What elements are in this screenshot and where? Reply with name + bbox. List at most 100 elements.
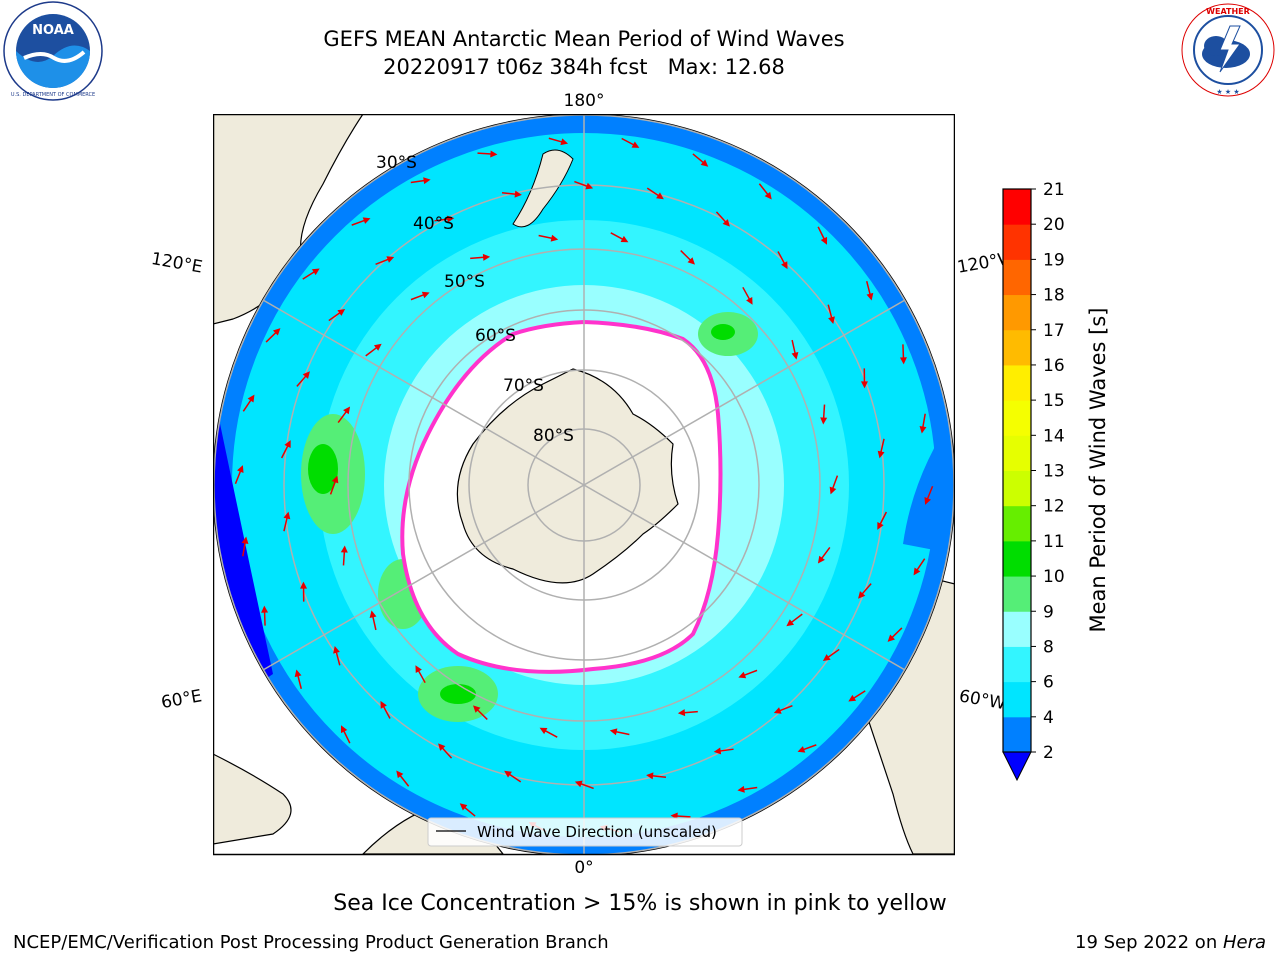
wind-arrow-shaft [470, 256, 485, 260]
colorbar-tick-label: 21 [1043, 180, 1065, 200]
wind-arrow-head [858, 591, 866, 599]
colorbar-bin [1003, 505, 1031, 542]
wind-arrow-head [446, 215, 455, 223]
wind-arrow-head [700, 159, 709, 167]
wind-arrow-shaft [580, 782, 594, 790]
wind-arrow-shaft [463, 806, 476, 817]
wind-arrow-head [380, 700, 387, 709]
colorbar-bin [1003, 576, 1031, 612]
wind-arrow-head [560, 138, 569, 146]
wind-arrow-shaft [410, 179, 425, 184]
wind-arrow-shaft [822, 404, 826, 419]
wind-arrow-head [656, 192, 664, 200]
colorbar-bin [1003, 259, 1031, 296]
wind-arrow-shaft [802, 744, 817, 751]
wind-arrow-shaft [372, 616, 377, 631]
wind-arrow-head [746, 296, 753, 305]
colorbar-tick-label: 12 [1043, 497, 1065, 517]
colorbar-bin [1003, 716, 1031, 753]
wind-arrow-shaft [548, 137, 563, 143]
wind-arrow-shaft [861, 583, 872, 595]
colorbar-bin [1003, 294, 1031, 331]
colorbar-tick-label: 14 [1043, 426, 1065, 446]
colorbar-bin [1003, 435, 1031, 471]
wind-arrow-head [539, 727, 548, 735]
wind-arrow-head [261, 605, 269, 613]
wind-arrow-head [797, 746, 806, 753]
wind-arrow-shaft [329, 480, 337, 495]
wind-arrow-shaft [827, 304, 833, 319]
wind-arrow-head [482, 253, 491, 261]
wind-arrow-head [369, 610, 377, 619]
colorbar-tick-label: 16 [1043, 356, 1065, 376]
wind-arrow-shaft [501, 191, 517, 195]
colorbar-bin [1003, 400, 1031, 436]
colorbar-bin [1003, 611, 1031, 647]
wind-arrow-shaft [676, 815, 691, 818]
wind-arrow-shaft [926, 485, 934, 500]
wind-arrow-shaft [296, 375, 307, 387]
wind-arrow-shaft [477, 152, 492, 155]
wind-arrow-head [585, 182, 594, 190]
nws-logo: WEATHER ★ ★ ★ [1181, 3, 1275, 97]
wind-arrow-head [340, 725, 348, 734]
wind-arrow-head [373, 343, 382, 351]
wind-arrow-head [887, 634, 896, 642]
colorbar-tick-label: 10 [1043, 567, 1065, 587]
wind-arrow-head [791, 351, 799, 360]
wind-arrow-shaft [879, 511, 888, 525]
wind-arrow-head [337, 308, 346, 316]
wind-arrow-shaft [916, 558, 926, 571]
sea-ice-note: Sea Ice Concentration > 15% is shown in … [333, 891, 947, 916]
forecast-info: 20220917 t06z 384h fcst Max: 12.68 [383, 55, 785, 79]
wind-arrow-head [343, 406, 351, 415]
wind-arrow-shaft [365, 346, 378, 357]
wind-arrow-shaft [817, 226, 826, 240]
colorbar-tick-label: 20 [1043, 215, 1065, 235]
wind-arrow-shaft [791, 339, 796, 354]
footer-date: 19 Sep 2022 on Hera [1075, 932, 1266, 953]
lon-label-120e: 120°E [150, 249, 204, 278]
colorbar-tick-label: 4 [1043, 708, 1054, 728]
wind-arrow-head [574, 780, 583, 788]
wind-arrow-shaft [922, 413, 926, 428]
wind-arrow-head [490, 150, 498, 158]
wind-arrow-shaft [651, 775, 667, 779]
wind-arrow-shaft [615, 730, 630, 736]
colorbar-tick-label: 13 [1043, 462, 1065, 482]
colorbar-bin [1003, 189, 1031, 225]
colorbar-bin [1003, 646, 1031, 683]
wind-arrow-head [848, 694, 857, 702]
wind-arrow-shaft [621, 137, 635, 146]
wind-arrow-shaft [779, 705, 793, 712]
wind-arrow-head [822, 654, 831, 662]
wind-arrow-head [311, 268, 320, 276]
longitude-labels: 180° 0° 120°E 60°E 120°W 60°W [150, 91, 1017, 878]
wind-arrow-head [473, 705, 481, 713]
wind-arrow-shaft [265, 331, 277, 343]
wind-arrow-head [550, 234, 559, 242]
wind-arrow-shaft [646, 187, 660, 197]
wind-arrow-head [459, 803, 468, 811]
wind-arrow-head [396, 770, 404, 779]
wind-arrow-shaft [538, 234, 553, 240]
wind-arrow-shaft [574, 180, 588, 188]
wind-arrow-shaft [351, 219, 366, 226]
wind-arrow-shaft [544, 729, 558, 738]
wind-arrow-shaft [610, 232, 624, 241]
wind-arrow-head [423, 177, 431, 185]
colorbar-tick-label: 2 [1043, 743, 1054, 763]
colorbar: 2 4 6 8 9 10 11 12 13 14 15 16 17 18 19 20 21 Mean Perio… [1002, 180, 1110, 782]
wind-arrow-shaft [328, 311, 341, 322]
wind-arrow-head [737, 785, 745, 793]
chart-title: GEFS MEAN Antarctic Mean Period of Wind … [323, 27, 845, 51]
wind-arrow-shaft [715, 211, 727, 223]
lon-label-180: 180° [564, 91, 605, 111]
svg-text:WEATHER: WEATHER [1206, 7, 1250, 16]
footer-host: Hera [1222, 932, 1266, 953]
wind-arrow-head [773, 707, 782, 714]
wind-arrow-head [386, 256, 395, 263]
wind-arrow-shaft [743, 786, 758, 791]
wind-arrow-head [609, 728, 618, 736]
wind-arrow-shaft [683, 710, 698, 714]
